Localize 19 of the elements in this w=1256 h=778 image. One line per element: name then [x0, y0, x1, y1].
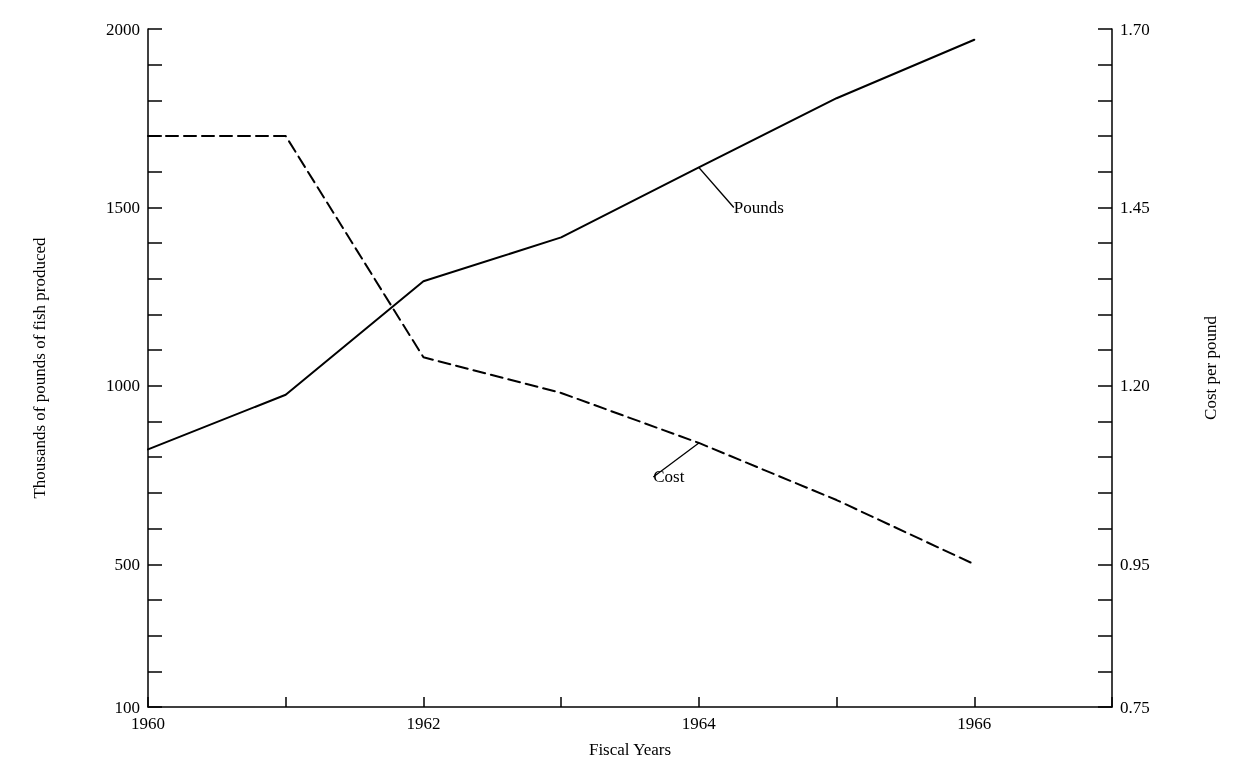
series-label: Cost [653, 467, 685, 487]
y2-tick-label: 0.75 [1120, 697, 1150, 717]
x-tick-label: 1964 [681, 714, 717, 733]
y-tick-label: 100 [114, 697, 140, 717]
y-axis-title: Thousands of pounds of fish produced [30, 236, 49, 499]
y-tick-label: 500 [114, 554, 140, 574]
y2-tick-label: 1.20 [1120, 376, 1150, 396]
text: Pounds [733, 197, 784, 217]
y2-axis-title: Cost per pound [1201, 315, 1220, 420]
x-tick-label: 1966 [957, 714, 992, 733]
x-tick-label: 1960 [131, 714, 165, 733]
x-tick-label: 1962 [406, 714, 441, 733]
y-tick-label: 1000 [106, 376, 140, 396]
y2-tick-label: 1.45 [1120, 197, 1150, 217]
x-axis-title: Fiscal Years [588, 740, 672, 759]
y2-tick-label: 0.95 [1120, 554, 1150, 574]
y-tick-label: 1500 [106, 197, 140, 217]
y2-tick-label: 1.70 [1120, 19, 1150, 39]
y-tick-label: 2000 [106, 19, 140, 39]
